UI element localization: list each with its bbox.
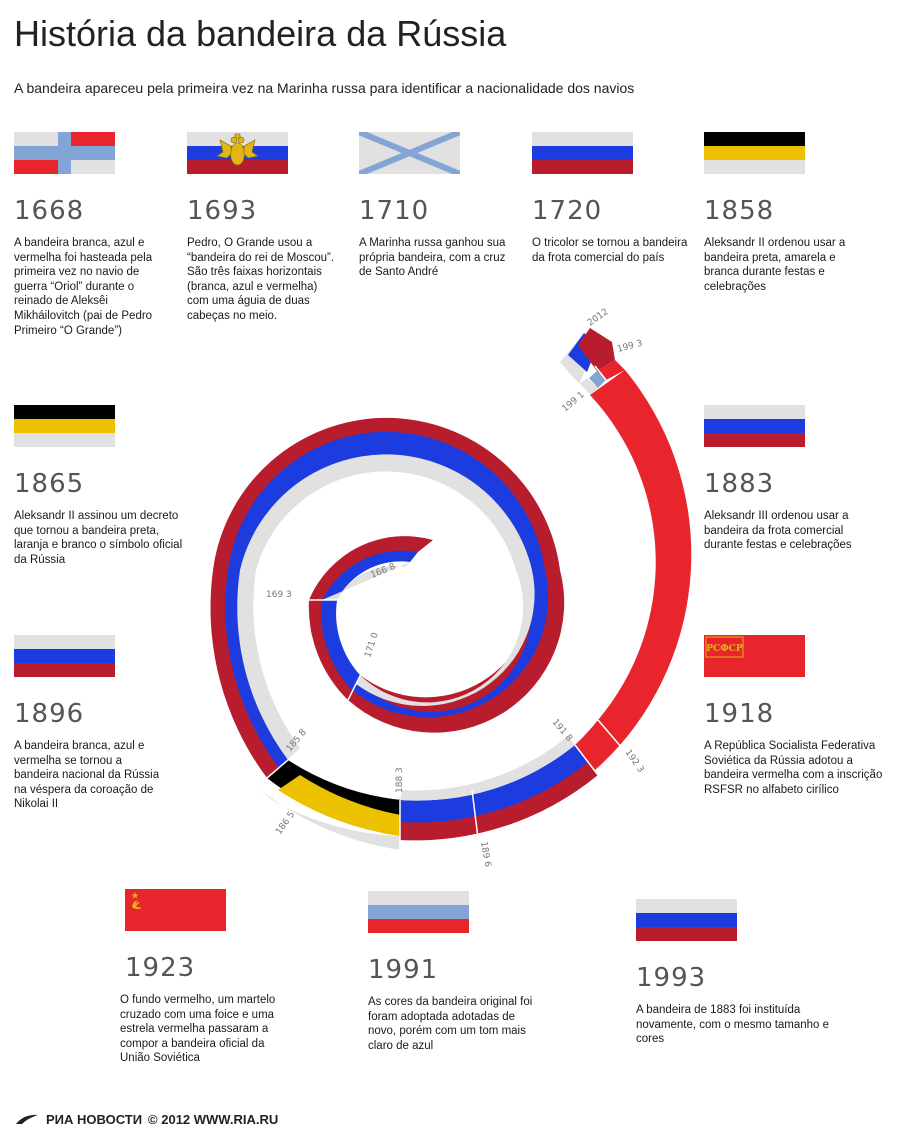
ria-logo-icon bbox=[16, 1114, 38, 1124]
spiral-segment-1993 bbox=[568, 333, 598, 372]
page-title: História da bandeira da Rússia bbox=[14, 13, 507, 54]
entry-year: 1668 bbox=[14, 196, 85, 226]
entry-description: O fundo vermelho, um martelo cruzado com… bbox=[120, 994, 276, 1065]
entry-description: A República Socialista Federativa Soviét… bbox=[704, 740, 883, 796]
entry-year: 1883 bbox=[704, 469, 775, 499]
tricolor-flag-icon bbox=[636, 899, 737, 941]
spiral-segment-1883 bbox=[400, 736, 575, 801]
spiral-segment-1991 bbox=[597, 360, 625, 380]
entry-description: O tricolor se tornou a bandeira da frota… bbox=[532, 237, 688, 264]
spiral-year-labels: 166 8 169 3 171 0 185 8 186 5 188 3 189 … bbox=[266, 307, 646, 868]
spiral-label-2012: 2012 bbox=[586, 307, 610, 328]
spiral-label-1710: 171 0 bbox=[363, 631, 381, 659]
entry-year: 1710 bbox=[359, 196, 430, 226]
footer-brand: РИА НОВОСТИ bbox=[46, 1111, 143, 1127]
ussr-flag-icon bbox=[125, 889, 226, 931]
entry-1883: 1883 Aleksandr III ordenou usar a bandei… bbox=[704, 405, 894, 553]
footer-copyright: © 2012 WWW.RIA.RU bbox=[148, 1111, 279, 1127]
entry-year: 1720 bbox=[532, 196, 603, 226]
spiral-label-1991: 199 1 bbox=[561, 390, 587, 414]
spiral-label-1993: 199 3 bbox=[616, 339, 643, 355]
spiral-label-1896: 189 6 bbox=[478, 841, 492, 868]
spiral-segment-1858 bbox=[267, 760, 402, 835]
entry-description: A bandeira de 1883 foi instituída novame… bbox=[636, 1004, 830, 1046]
entry-description: A Marinha russa ganhou sua própria bande… bbox=[359, 237, 506, 279]
spiral-segment-1923 bbox=[590, 370, 692, 745]
spiral-segment-1883 bbox=[400, 762, 598, 841]
spiral-segment-1991 bbox=[579, 378, 598, 395]
spiral-segment-1693 bbox=[308, 600, 357, 700]
entry-year: 1896 bbox=[14, 699, 85, 729]
entry-year: 1991 bbox=[368, 955, 439, 985]
flag-1668-icon bbox=[14, 132, 115, 174]
entry-description: As cores da bandeira original foi foram … bbox=[368, 996, 533, 1052]
entry-description: Pedro, O Grande usou a “bandeira do rei … bbox=[187, 237, 335, 322]
entry-description: Aleksandr II assinou um decreto que torn… bbox=[14, 510, 183, 566]
spiral-segment-1710 bbox=[225, 431, 549, 768]
entry-1991: 1991 As cores da bandeira original foi f… bbox=[368, 891, 558, 1053]
st-andrew-flag-icon bbox=[359, 132, 460, 174]
spiral-tick-lines bbox=[266, 365, 623, 850]
spiral-segments bbox=[210, 328, 692, 850]
spiral-segment-1883 bbox=[400, 745, 595, 841]
entry-year: 1865 bbox=[14, 469, 85, 499]
entry-1858: 1858 Aleksandr II ordenou usar a bandeir… bbox=[704, 132, 894, 294]
spiral-segment-1993 bbox=[560, 338, 594, 384]
tricolor-flag-icon bbox=[14, 635, 115, 677]
entry-1720: 1720 O tricolor se tornou a bandeira da … bbox=[532, 132, 722, 265]
spiral-segment-1668 bbox=[322, 550, 418, 600]
spiral-segment-1710 bbox=[210, 417, 565, 778]
entry-description: Aleksandr III ordenou usar a bandeira da… bbox=[704, 510, 852, 552]
entry-year: 1858 bbox=[704, 196, 775, 226]
entry-description: A bandeira branca, azul e vermelha foi h… bbox=[14, 237, 153, 337]
entry-year: 1993 bbox=[636, 963, 707, 993]
rsfsr-flag-icon: РСФСР bbox=[704, 635, 805, 677]
spiral-label-1923: 192 3 bbox=[623, 748, 646, 775]
light-tricolor-flag-icon bbox=[368, 891, 469, 933]
entry-1993: 1993 A bandeira de 1883 foi instituída n… bbox=[636, 899, 829, 1047]
spiral-label-1865: 186 5 bbox=[274, 810, 297, 837]
spiral-segment-1991 bbox=[589, 371, 606, 388]
spiral-label-1883: 188 3 bbox=[395, 767, 405, 793]
spiral-segment-1993 bbox=[578, 328, 615, 371]
entry-1668: 1668 A bandeira branca, azul e vermelha … bbox=[14, 132, 204, 338]
entry-description: Aleksandr II ordenou usar a bandeira pre… bbox=[704, 237, 846, 293]
spiral-label-1668: 166 8 bbox=[369, 562, 397, 581]
footer: РИА НОВОСТИ © 2012 WWW.RIA.RU bbox=[14, 1108, 278, 1130]
tricolor-flag-icon bbox=[532, 132, 633, 174]
spiral-label-1693: 169 3 bbox=[266, 590, 292, 600]
tricolor-eagle-flag-icon bbox=[187, 132, 288, 174]
entry-1710: 1710 A Marinha russa ganhou sua própria … bbox=[359, 132, 549, 280]
spiral-segment-1858 bbox=[258, 788, 400, 850]
tricolor-flag-icon bbox=[704, 405, 805, 447]
imperial-flag-icon bbox=[704, 132, 805, 174]
spiral-label-1918: 191 8 bbox=[550, 718, 574, 744]
spiral-segment-1668 bbox=[322, 562, 410, 600]
entry-1923: 1923 O fundo vermelho, um martelo cruzad… bbox=[120, 889, 310, 1066]
entry-year: 1693 bbox=[187, 196, 258, 226]
entry-1693: 1693 Pedro, O Grande usou a “bandeira do… bbox=[187, 132, 377, 324]
entry-1896: 1896 A bandeira branca, azul e vermelha … bbox=[14, 635, 204, 812]
spiral-segment-1858 bbox=[278, 775, 401, 836]
imperial-flag-icon bbox=[14, 405, 115, 447]
entry-description: A bandeira branca, azul e vermelha se to… bbox=[14, 740, 160, 811]
spiral-label-1858: 185 8 bbox=[285, 728, 309, 754]
entry-year: 1923 bbox=[125, 953, 196, 983]
entry-1865: 1865 Aleksandr II assinou um decreto que… bbox=[14, 405, 204, 567]
spiral-segment-1918 bbox=[575, 720, 620, 770]
spiral-segment-1710 bbox=[237, 454, 535, 760]
page-subtitle: A bandeira apareceu pela primeira vez na… bbox=[14, 80, 635, 96]
entry-year: 1918 bbox=[704, 699, 775, 729]
entry-1918: РСФСР 1918 A República Socialista Federa… bbox=[704, 635, 894, 797]
spiral-segment-1693 bbox=[321, 600, 360, 690]
rsfsr-inscription: РСФСР bbox=[706, 644, 743, 654]
spiral-segment-1668 bbox=[309, 536, 433, 600]
